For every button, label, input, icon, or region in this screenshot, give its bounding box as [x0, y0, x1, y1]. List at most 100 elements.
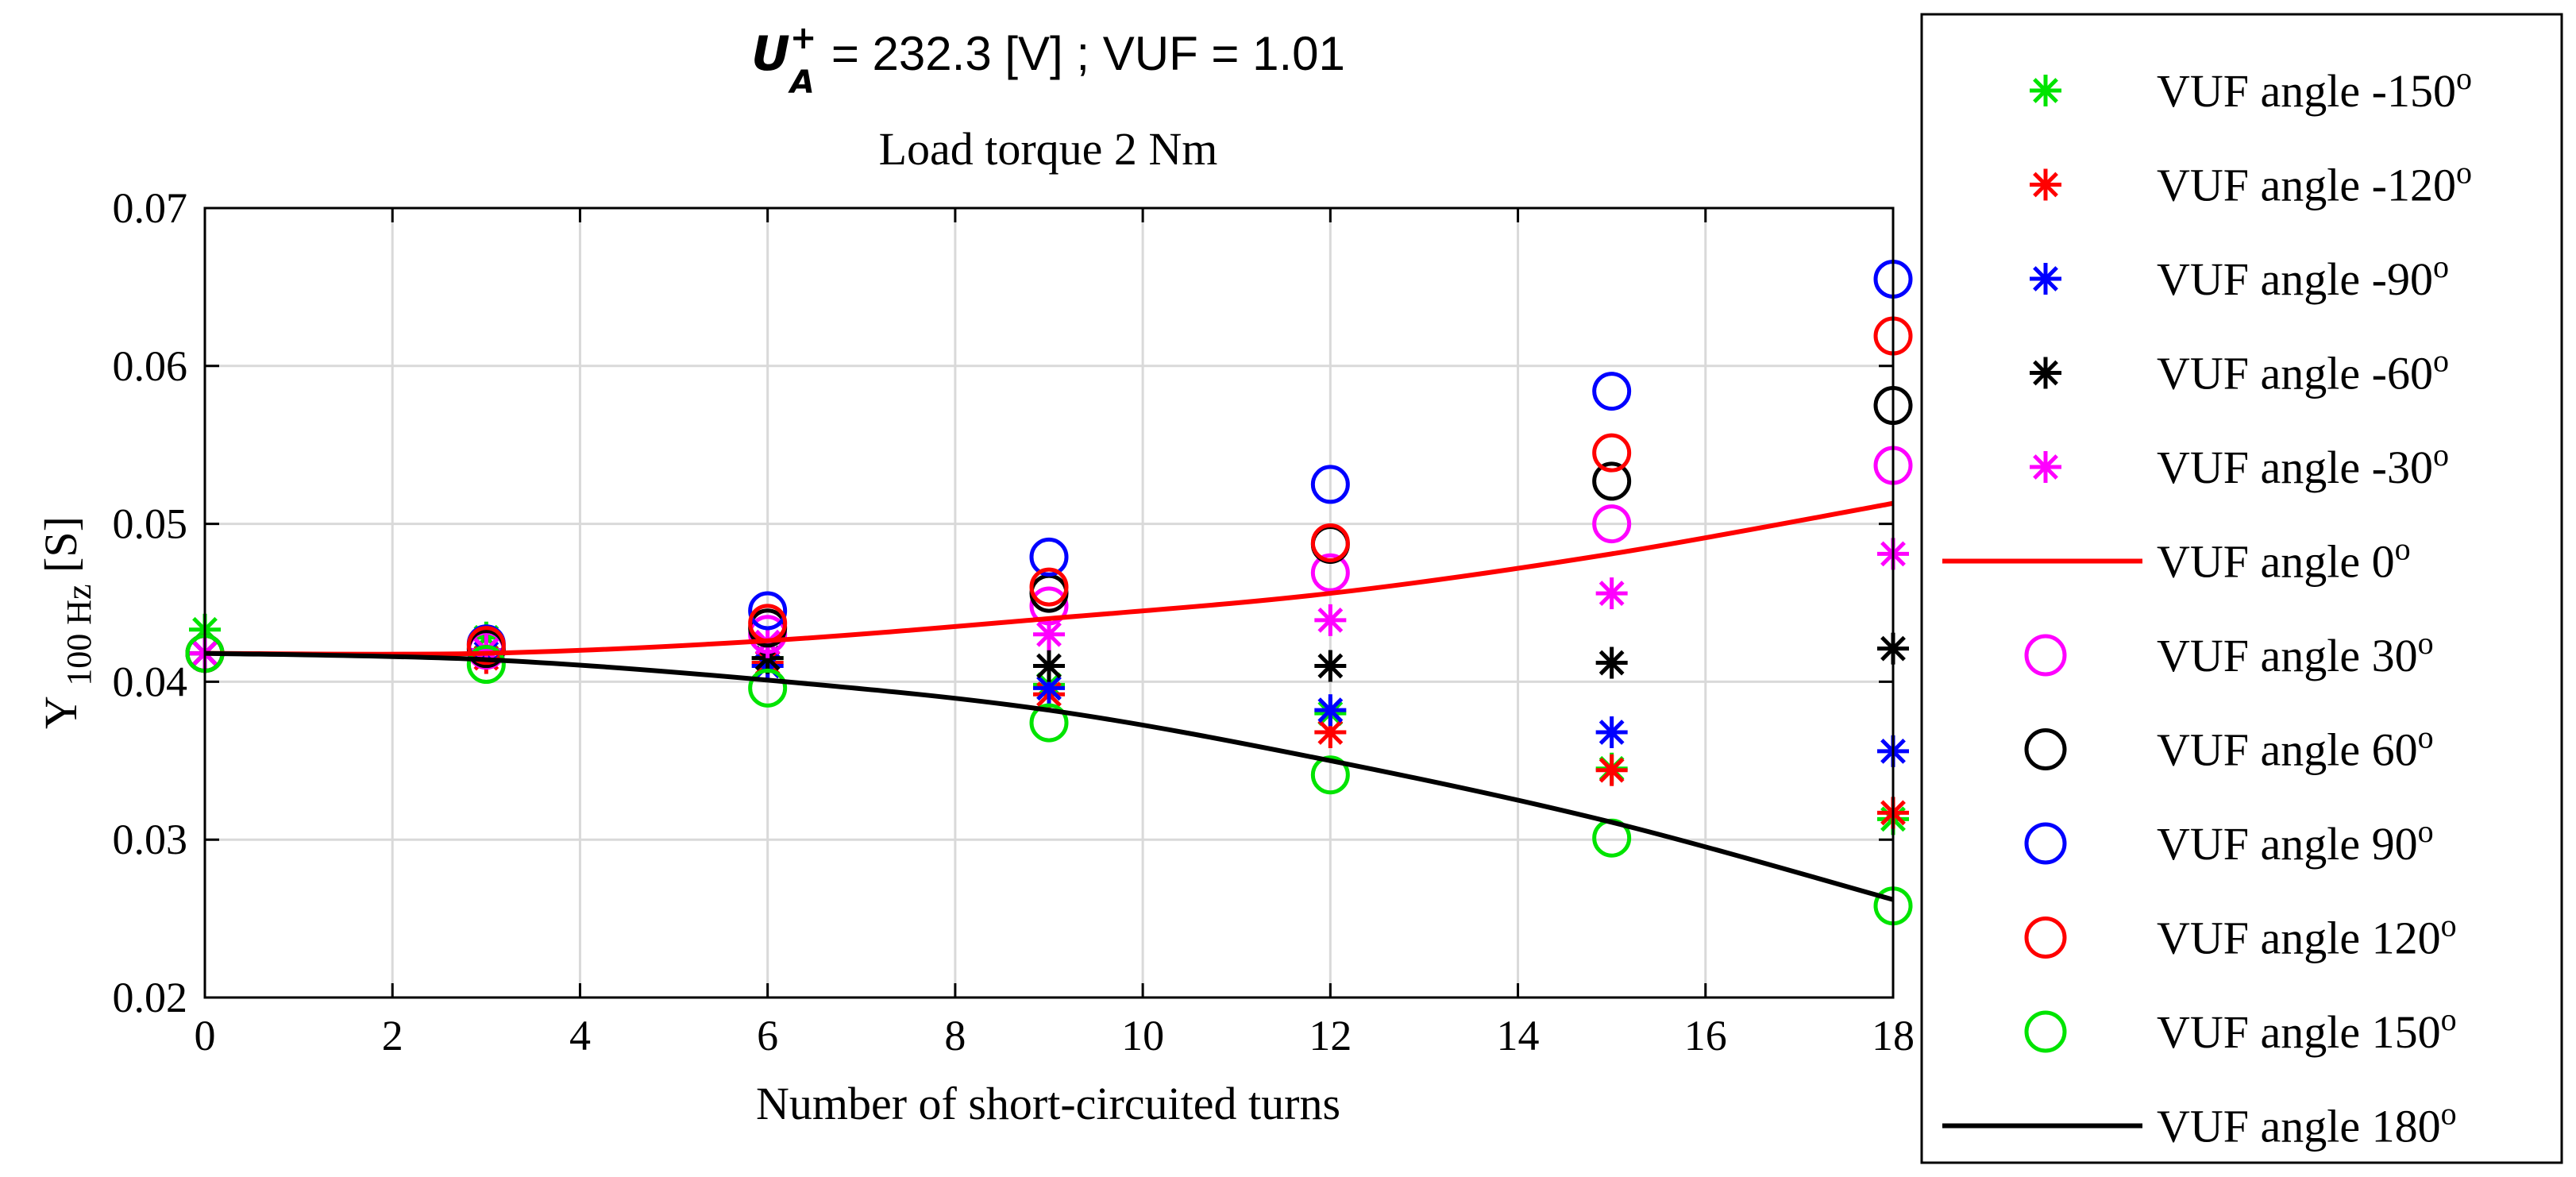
data-point-circle: [1310, 523, 1350, 562]
legend-circle-swatch: [2024, 728, 2067, 770]
data-point-asterisk: [1314, 694, 1347, 727]
legend-asterisk-swatch: [2030, 451, 2061, 483]
legend-entry: VUF angle 150o: [2024, 1001, 2457, 1058]
title-values: = 232.3 [V] ; VUF = 1.01: [831, 27, 1345, 80]
asterisk-stroke: [2033, 172, 2058, 198]
data-point-asterisk: [1314, 716, 1347, 749]
degree-superscript: o: [2418, 813, 2434, 849]
y-axis-label: Y 100 Hz [S]: [33, 516, 98, 729]
legend-circle-swatch: [2024, 822, 2067, 865]
x-tick-label: 12: [1309, 1012, 1352, 1059]
x-tick-label: 16: [1684, 1012, 1727, 1059]
legend-asterisk-swatch: [2030, 75, 2061, 106]
legend-label: VUF angle -120o: [2157, 155, 2472, 211]
x-axis: 0 2 4 6 8 10 12 14 16 18: [195, 208, 1915, 1059]
data-point-asterisk: [1033, 650, 1065, 682]
y-tick-label: 0.06: [113, 342, 188, 390]
x-tick-label: 18: [1872, 1012, 1915, 1059]
degree-superscript: o: [2441, 1096, 2457, 1132]
degree-superscript: o: [2418, 625, 2434, 661]
legend-entry: VUF angle 30o: [2024, 625, 2434, 681]
degree-superscript: o: [2441, 908, 2457, 944]
legend-circle-swatch: [2024, 634, 2067, 677]
legend-circle-swatch: [2024, 917, 2067, 959]
title-symbol-superscript: +: [789, 20, 817, 56]
data-point-circle: [1592, 504, 1632, 544]
data-point-circle: [1592, 461, 1632, 501]
y-axis: 0.02 0.03 0.04 0.05 0.06 0.07: [113, 184, 1893, 1021]
degree-superscript: o: [2433, 437, 2449, 473]
legend-label: VUF angle -90o: [2157, 249, 2449, 305]
legend-entry: VUF angle 0o: [1942, 531, 2411, 588]
legend-label: VUF angle 30o: [2157, 625, 2434, 681]
data-point-circle: [1310, 553, 1350, 592]
y-axis-label-main: Y: [35, 697, 87, 729]
legend-entry: VUF angle 60o: [2024, 720, 2434, 776]
data-point-asterisk: [1314, 604, 1347, 636]
data-point-asterisk: [1595, 754, 1628, 786]
asterisk-stroke: [2033, 266, 2058, 291]
axes-box: [203, 206, 1895, 999]
data-point-circle: [1029, 586, 1069, 626]
degree-superscript: o: [2441, 1001, 2457, 1037]
asterisk-stroke: [2033, 78, 2058, 103]
legend-entry: VUF angle 120o: [2024, 908, 2457, 964]
asterisk-stroke: [1317, 653, 1344, 679]
x-tick-label: 0: [195, 1012, 216, 1059]
legend-asterisk-swatch: [2030, 263, 2061, 295]
data-point-asterisk: [1595, 577, 1628, 610]
series-vuf-angle-180: [204, 650, 1894, 902]
series-line: [204, 650, 1894, 902]
series-vuf-angle-120: [185, 316, 1913, 673]
y-tick-label: 0.07: [113, 184, 188, 232]
legend-entry: VUF angle -30o: [2030, 437, 2449, 493]
asterisk-stroke: [1598, 581, 1625, 606]
legend-label: VUF angle -60o: [2157, 343, 2449, 399]
y-tick-label: 0.02: [113, 974, 188, 1021]
plot-area: [185, 259, 1913, 926]
asterisk-stroke: [1317, 607, 1344, 633]
degree-superscript: o: [2433, 343, 2449, 379]
legend-entry: VUF angle -120o: [2030, 155, 2472, 211]
chart-subtitle: Load torque 2 Nm: [878, 123, 1218, 175]
data-point-circle: [466, 626, 506, 666]
data-point-circle: [1310, 755, 1350, 795]
title-symbol-subscript: A: [789, 64, 815, 101]
legend-label: VUF angle 180o: [2157, 1096, 2457, 1152]
asterisk-stroke: [1598, 720, 1625, 745]
asterisk-stroke: [1317, 720, 1344, 745]
data-point-circle: [466, 645, 506, 685]
legend-label: VUF angle 90o: [2157, 813, 2434, 870]
x-axis-label: Number of short-circuited turns: [755, 1078, 1341, 1129]
data-point-asterisk: [1314, 650, 1347, 682]
series-vuf-angle-0: [204, 500, 1894, 657]
legend-label: VUF angle 60o: [2157, 720, 2434, 776]
legend-label: VUF angle 150o: [2157, 1001, 2457, 1058]
chart-title: U + A = 232.3 [V] ; VUF = 1.01: [203, 20, 1893, 101]
data-point-circle: [1310, 465, 1350, 504]
data-point-circle: [1592, 433, 1632, 473]
legend: VUF angle -150o VUF angle -120o VUF angle …: [1920, 13, 2563, 1164]
legend-entry: VUF angle 180o: [1942, 1096, 2457, 1152]
asterisk-stroke: [1036, 675, 1062, 701]
data-point-circle: [748, 591, 788, 631]
legend-asterisk-swatch: [2030, 168, 2061, 201]
x-tick-label: 6: [757, 1012, 778, 1059]
y-axis-label-subscript: 100 Hz: [60, 584, 98, 686]
asterisk-stroke: [2033, 454, 2058, 480]
asterisk-stroke: [1317, 697, 1344, 724]
data-point-circle: [748, 668, 788, 708]
legend-label: VUF angle -30o: [2157, 437, 2449, 493]
degree-superscript: o: [2433, 249, 2449, 284]
series-line: [204, 500, 1894, 657]
y-tick-label: 0.04: [113, 658, 188, 705]
y-axis-label-unit: [S]: [35, 516, 87, 573]
degree-superscript: o: [2418, 720, 2434, 755]
data-point-circle: [1592, 372, 1632, 411]
asterisk-stroke: [1598, 757, 1625, 783]
data-point-asterisk: [1595, 646, 1628, 679]
x-tick-label: 4: [569, 1012, 591, 1059]
title-symbol: U + A: [751, 20, 816, 101]
degree-superscript: o: [2456, 155, 2472, 191]
